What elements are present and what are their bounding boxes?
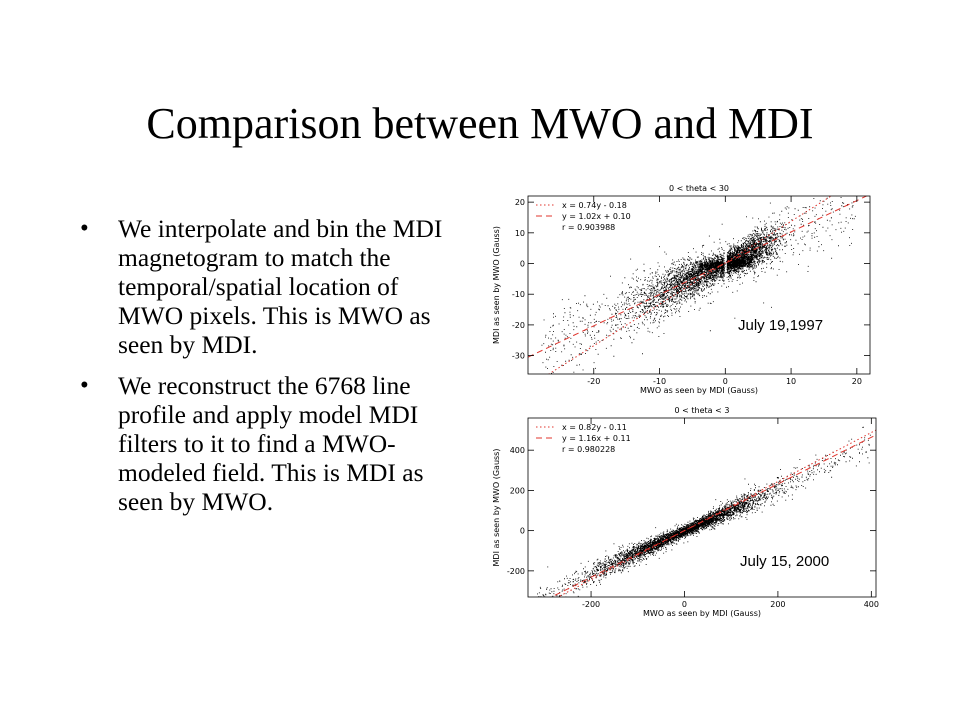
scatter-plot-2000: 0 < theta < 3 -200 0 200 400 -200 0 200 400 MWO a…: [486, 400, 882, 622]
bullet-marker: •: [80, 215, 89, 242]
x-tick-label: 20: [852, 377, 862, 386]
x-axis-label: MWO as seen by MDI (Gauss): [640, 386, 758, 395]
x-tick-label: 400: [864, 600, 879, 609]
scatter-plot-1997: 0 < theta < 30 -20 -10 0 10 20 -30 -20 -10 0 10 20 M…: [486, 178, 882, 400]
chart-title: 0 < theta < 30: [669, 184, 729, 193]
x-tick-label: -200: [582, 600, 600, 609]
bullet-text: We interpolate and bin the MDI magnetogr…: [118, 214, 443, 359]
legend-entry: y = 1.02x + 0.10: [562, 212, 631, 221]
fit-line-dotted: [556, 429, 876, 597]
fit-line-dotted: [547, 196, 833, 374]
x-tick-label: 0: [723, 377, 728, 386]
y-tick-label: -30: [512, 352, 525, 361]
plot-frame: [527, 195, 871, 375]
legend-entry: x = 0.74y - 0.18: [562, 201, 627, 210]
bullet-item: • We reconstruct the 6768 line profile a…: [78, 371, 468, 516]
y-tick-label: 0: [520, 260, 525, 269]
y-tick-label: -10: [512, 290, 525, 299]
x-tick-label: -10: [653, 377, 666, 386]
legend-entry: r = 0.980228: [562, 445, 615, 454]
y-tick-label: 0: [520, 527, 525, 536]
y-tick-label: 10: [515, 229, 525, 238]
plot-frame: [527, 417, 877, 598]
scatter-points: [537, 426, 876, 597]
x-tick-label: -20: [587, 377, 600, 386]
legend-entry: y = 1.16x + 0.11: [562, 434, 631, 443]
y-tick-label: 200: [510, 486, 525, 495]
scatter-point-cloud: [541, 197, 856, 374]
chart-title: 0 < theta < 3: [675, 406, 730, 415]
x-axis-label: MWO as seen by MDI (Gauss): [643, 609, 761, 618]
scatter-points: [528, 196, 868, 374]
legend-entry: x = 0.82y - 0.11: [562, 423, 627, 432]
date-annotation: July 15, 2000: [740, 553, 829, 570]
y-tick-label: -200: [507, 567, 525, 576]
bullet-marker: •: [80, 372, 89, 399]
bullet-item: • We interpolate and bin the MDI magneto…: [78, 214, 468, 359]
scatter-chart-svg: 0 < theta < 3 -200 0 200 400 -200 0 200 400 MWO a…: [492, 406, 879, 618]
scatter-chart-svg: 0 < theta < 30 -20 -10 0 10 20 -30 -20 -10 0 10 20 M…: [492, 184, 871, 395]
date-annotation: July 19,1997: [738, 317, 823, 334]
y-tick-label: 400: [510, 446, 525, 455]
bullet-text: We reconstruct the 6768 line profile and…: [118, 371, 424, 516]
x-tick-label: 0: [682, 600, 687, 609]
y-axis-label: MDI as seen by MWO (Gauss): [492, 449, 501, 567]
fit-line-dashed: [528, 196, 868, 358]
x-tick-label: 10: [786, 377, 796, 386]
y-tick-label: 20: [515, 198, 525, 207]
y-axis-label: MDI as seen by MWO (Gauss): [492, 226, 501, 344]
slide-title: Comparison between MWO and MDI: [146, 99, 814, 148]
legend-entry: r = 0.903988: [562, 223, 615, 232]
bullet-list: • We interpolate and bin the MDI magneto…: [78, 214, 468, 528]
x-tick-label: 200: [770, 600, 785, 609]
y-tick-label: -20: [512, 321, 525, 330]
